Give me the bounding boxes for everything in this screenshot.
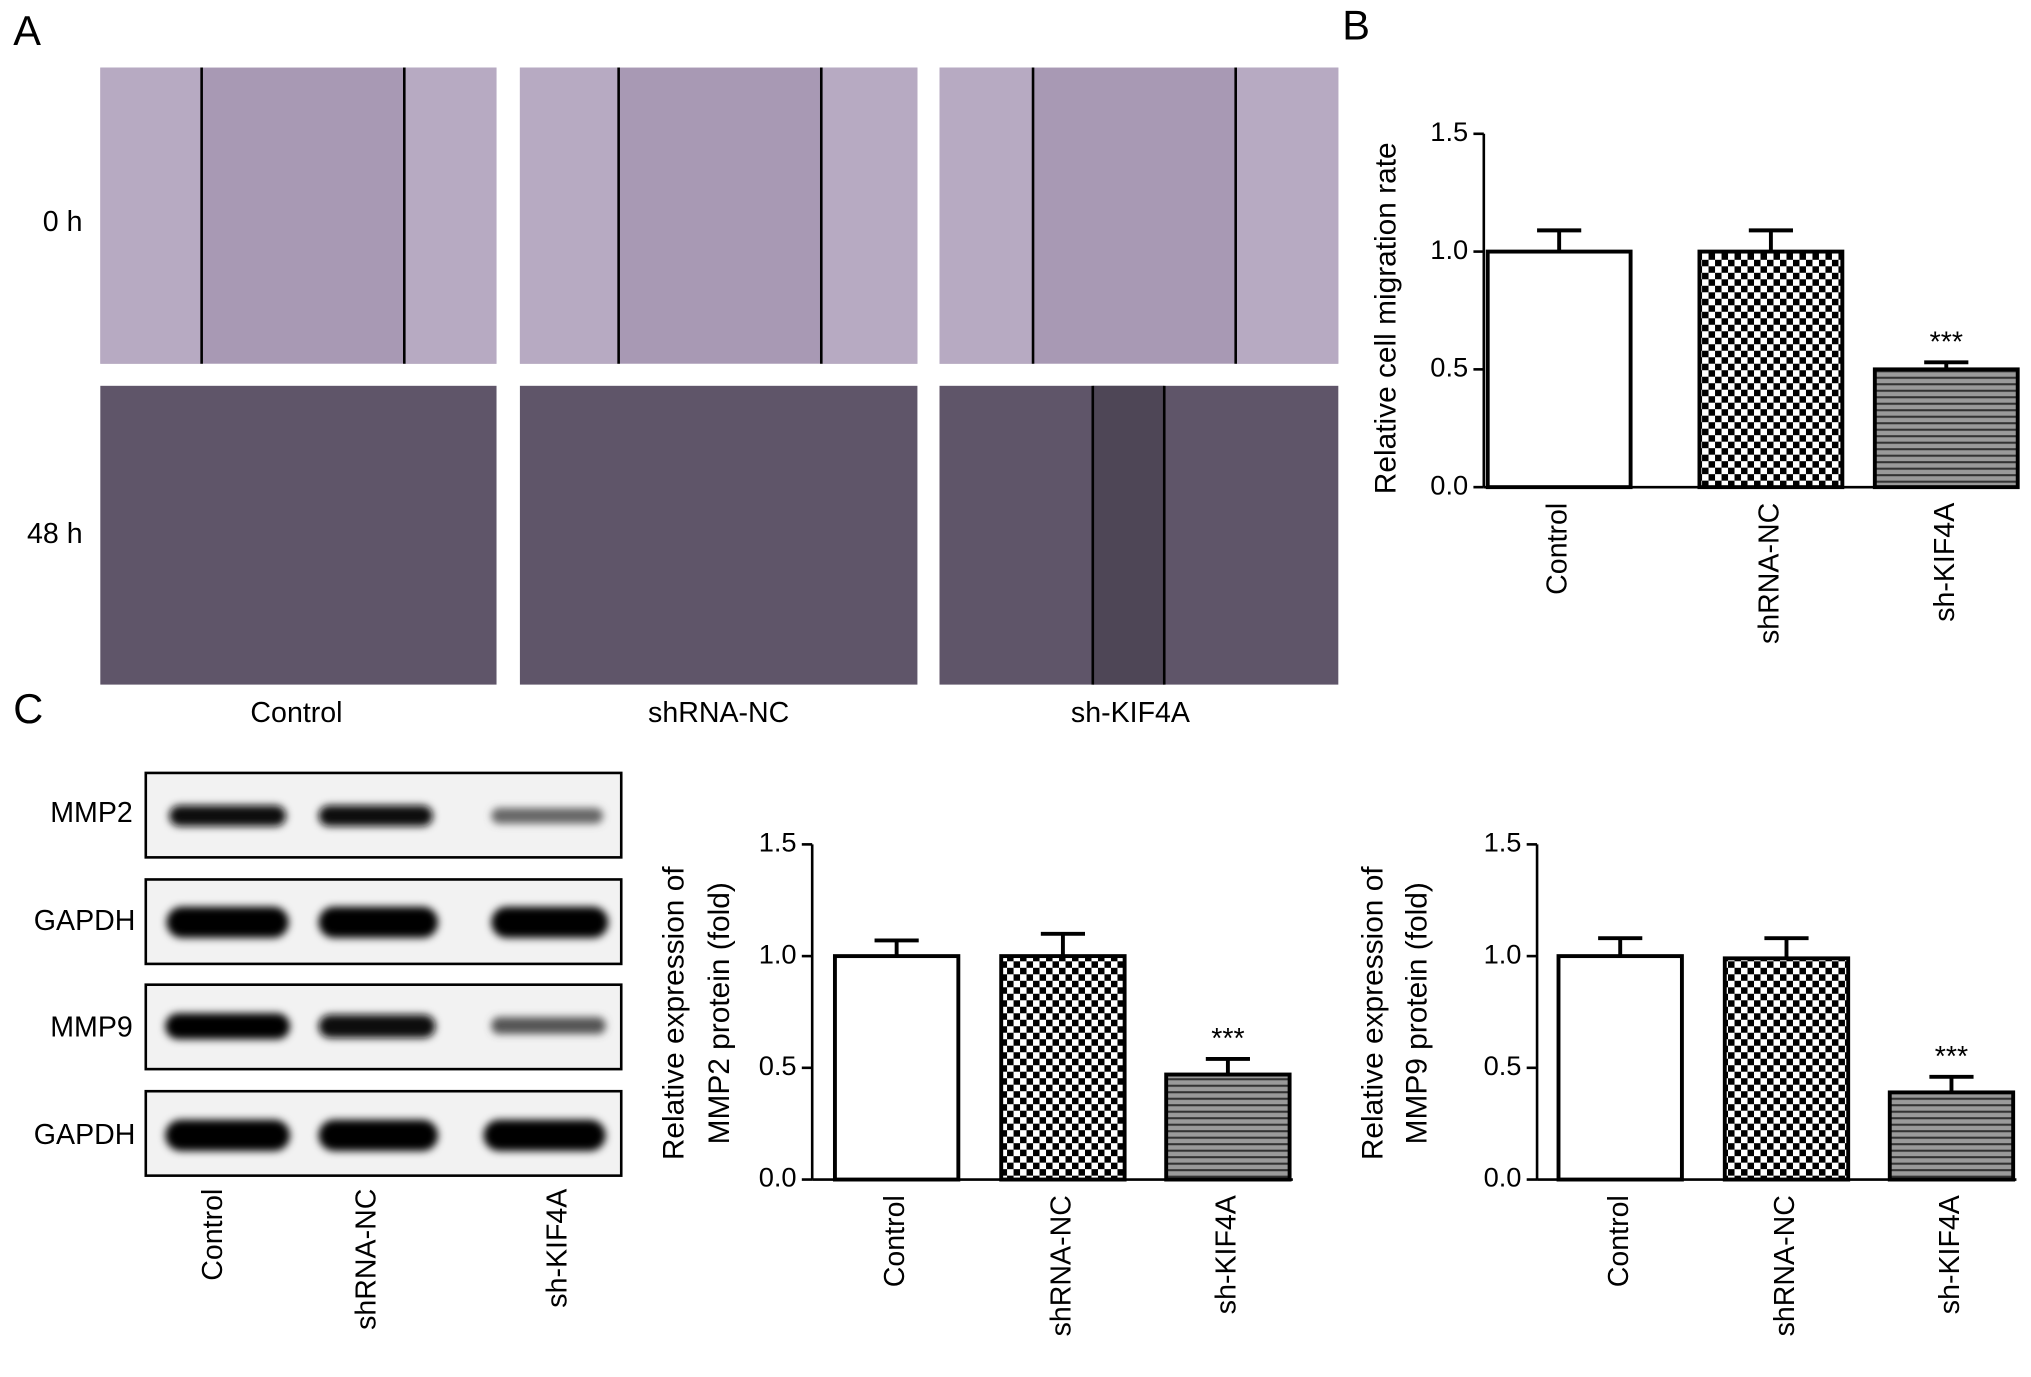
cell-area (100, 67, 202, 364)
y-axis-label: MMP2 protein (fold) (703, 882, 736, 1144)
bar (1485, 249, 1633, 490)
error-bar (1537, 228, 1582, 252)
protein-label: GAPDH (34, 1119, 136, 1151)
scratch-gap (1092, 385, 1165, 685)
blot-band (483, 1119, 606, 1151)
significance-label: *** (1930, 327, 1963, 359)
x-tick-label: sh-KIF4A (1210, 1195, 1242, 1314)
column-label: sh-KIF4A (1071, 697, 1190, 729)
y-axis-label: Relative cell migration rate (1370, 142, 1403, 494)
x-tick-label: sh-KIF4A (1934, 1195, 1966, 1314)
error-bar (1924, 360, 1969, 370)
row-label: 48 h (27, 518, 83, 550)
y-tick-label: 1.0 (1430, 234, 1468, 265)
western-blot (144, 771, 623, 1177)
x-tick-label: shRNA-NC (1769, 1195, 1801, 1336)
error-bar (1748, 228, 1793, 252)
bar (1697, 249, 1845, 490)
significance-label: *** (1211, 1023, 1244, 1055)
cell-area (1235, 67, 1339, 364)
y-tick-label: 0.0 (1430, 469, 1468, 500)
cell-area (821, 67, 918, 364)
y-tick-label: 0.5 (759, 1050, 797, 1081)
x-tick-label: Control (1542, 503, 1574, 595)
bar (1872, 367, 2020, 490)
panel-letter: A (13, 7, 41, 54)
bar (1887, 1090, 2016, 1182)
column-label: shRNA-NC (648, 697, 789, 729)
blot-band (165, 1013, 290, 1040)
micrograph-grid (100, 67, 1339, 685)
panel-letter: B (1342, 2, 1370, 49)
y-tick-label: 0.0 (759, 1162, 797, 1193)
error-bar (1598, 936, 1643, 957)
x-tick-label: Control (1603, 1195, 1635, 1287)
protein-label: MMP2 (50, 797, 133, 829)
y-axis-label: MMP9 protein (fold) (1401, 882, 1434, 1144)
x-tick-label: sh-KIF4A (1929, 503, 1961, 622)
significance-label: *** (1935, 1041, 1968, 1073)
bar (999, 954, 1127, 1182)
bar (1164, 1072, 1292, 1182)
error-bar (1040, 931, 1085, 957)
blot-band (166, 906, 289, 938)
blot-band (165, 1119, 290, 1151)
blot-band (318, 1014, 436, 1038)
y-tick-label: 0.5 (1484, 1050, 1522, 1081)
micrograph (519, 385, 918, 685)
y-tick-label: 1.0 (1484, 938, 1522, 969)
cell-area (404, 67, 497, 364)
y-tick-label: 1.0 (759, 938, 797, 969)
blot-band (169, 805, 287, 827)
blot-band (318, 1119, 439, 1151)
x-tick-label: shRNA-NC (1045, 1195, 1077, 1336)
error-bar (1764, 936, 1809, 959)
y-tick-label: 1.5 (1430, 116, 1468, 147)
blot-band (318, 906, 439, 938)
error-bar (1205, 1056, 1250, 1075)
lane-label: shRNA-NC (350, 1189, 382, 1330)
panel-letter: C (13, 685, 43, 732)
cell-area (519, 67, 619, 364)
y-axis-label: Relative expression of (1357, 866, 1390, 1160)
y-tick-label: 1.5 (759, 827, 797, 858)
error-bar (874, 938, 919, 957)
cell-area (939, 67, 1034, 364)
row-label: 0 h (43, 206, 83, 238)
blot-band (318, 805, 433, 827)
lane-label: Control (197, 1189, 229, 1281)
blot-band (491, 1017, 606, 1035)
y-tick-label: 0.5 (1430, 352, 1468, 383)
micrograph (100, 385, 497, 685)
x-tick-label: shRNA-NC (1753, 503, 1785, 644)
column-label: Control (250, 697, 342, 729)
protein-label: MMP9 (50, 1011, 133, 1043)
bar (832, 954, 961, 1182)
y-tick-label: 0.0 (1484, 1162, 1522, 1193)
error-bar (1929, 1074, 1974, 1093)
y-tick-label: 1.5 (1484, 827, 1522, 858)
x-tick-label: Control (879, 1195, 911, 1287)
blot-band (491, 808, 604, 824)
protein-label: GAPDH (34, 905, 136, 937)
blot-band (491, 906, 609, 938)
bar (1556, 954, 1684, 1182)
bar (1722, 956, 1851, 1182)
lane-label: sh-KIF4A (541, 1189, 573, 1308)
y-axis-label: Relative expression of (658, 866, 691, 1160)
